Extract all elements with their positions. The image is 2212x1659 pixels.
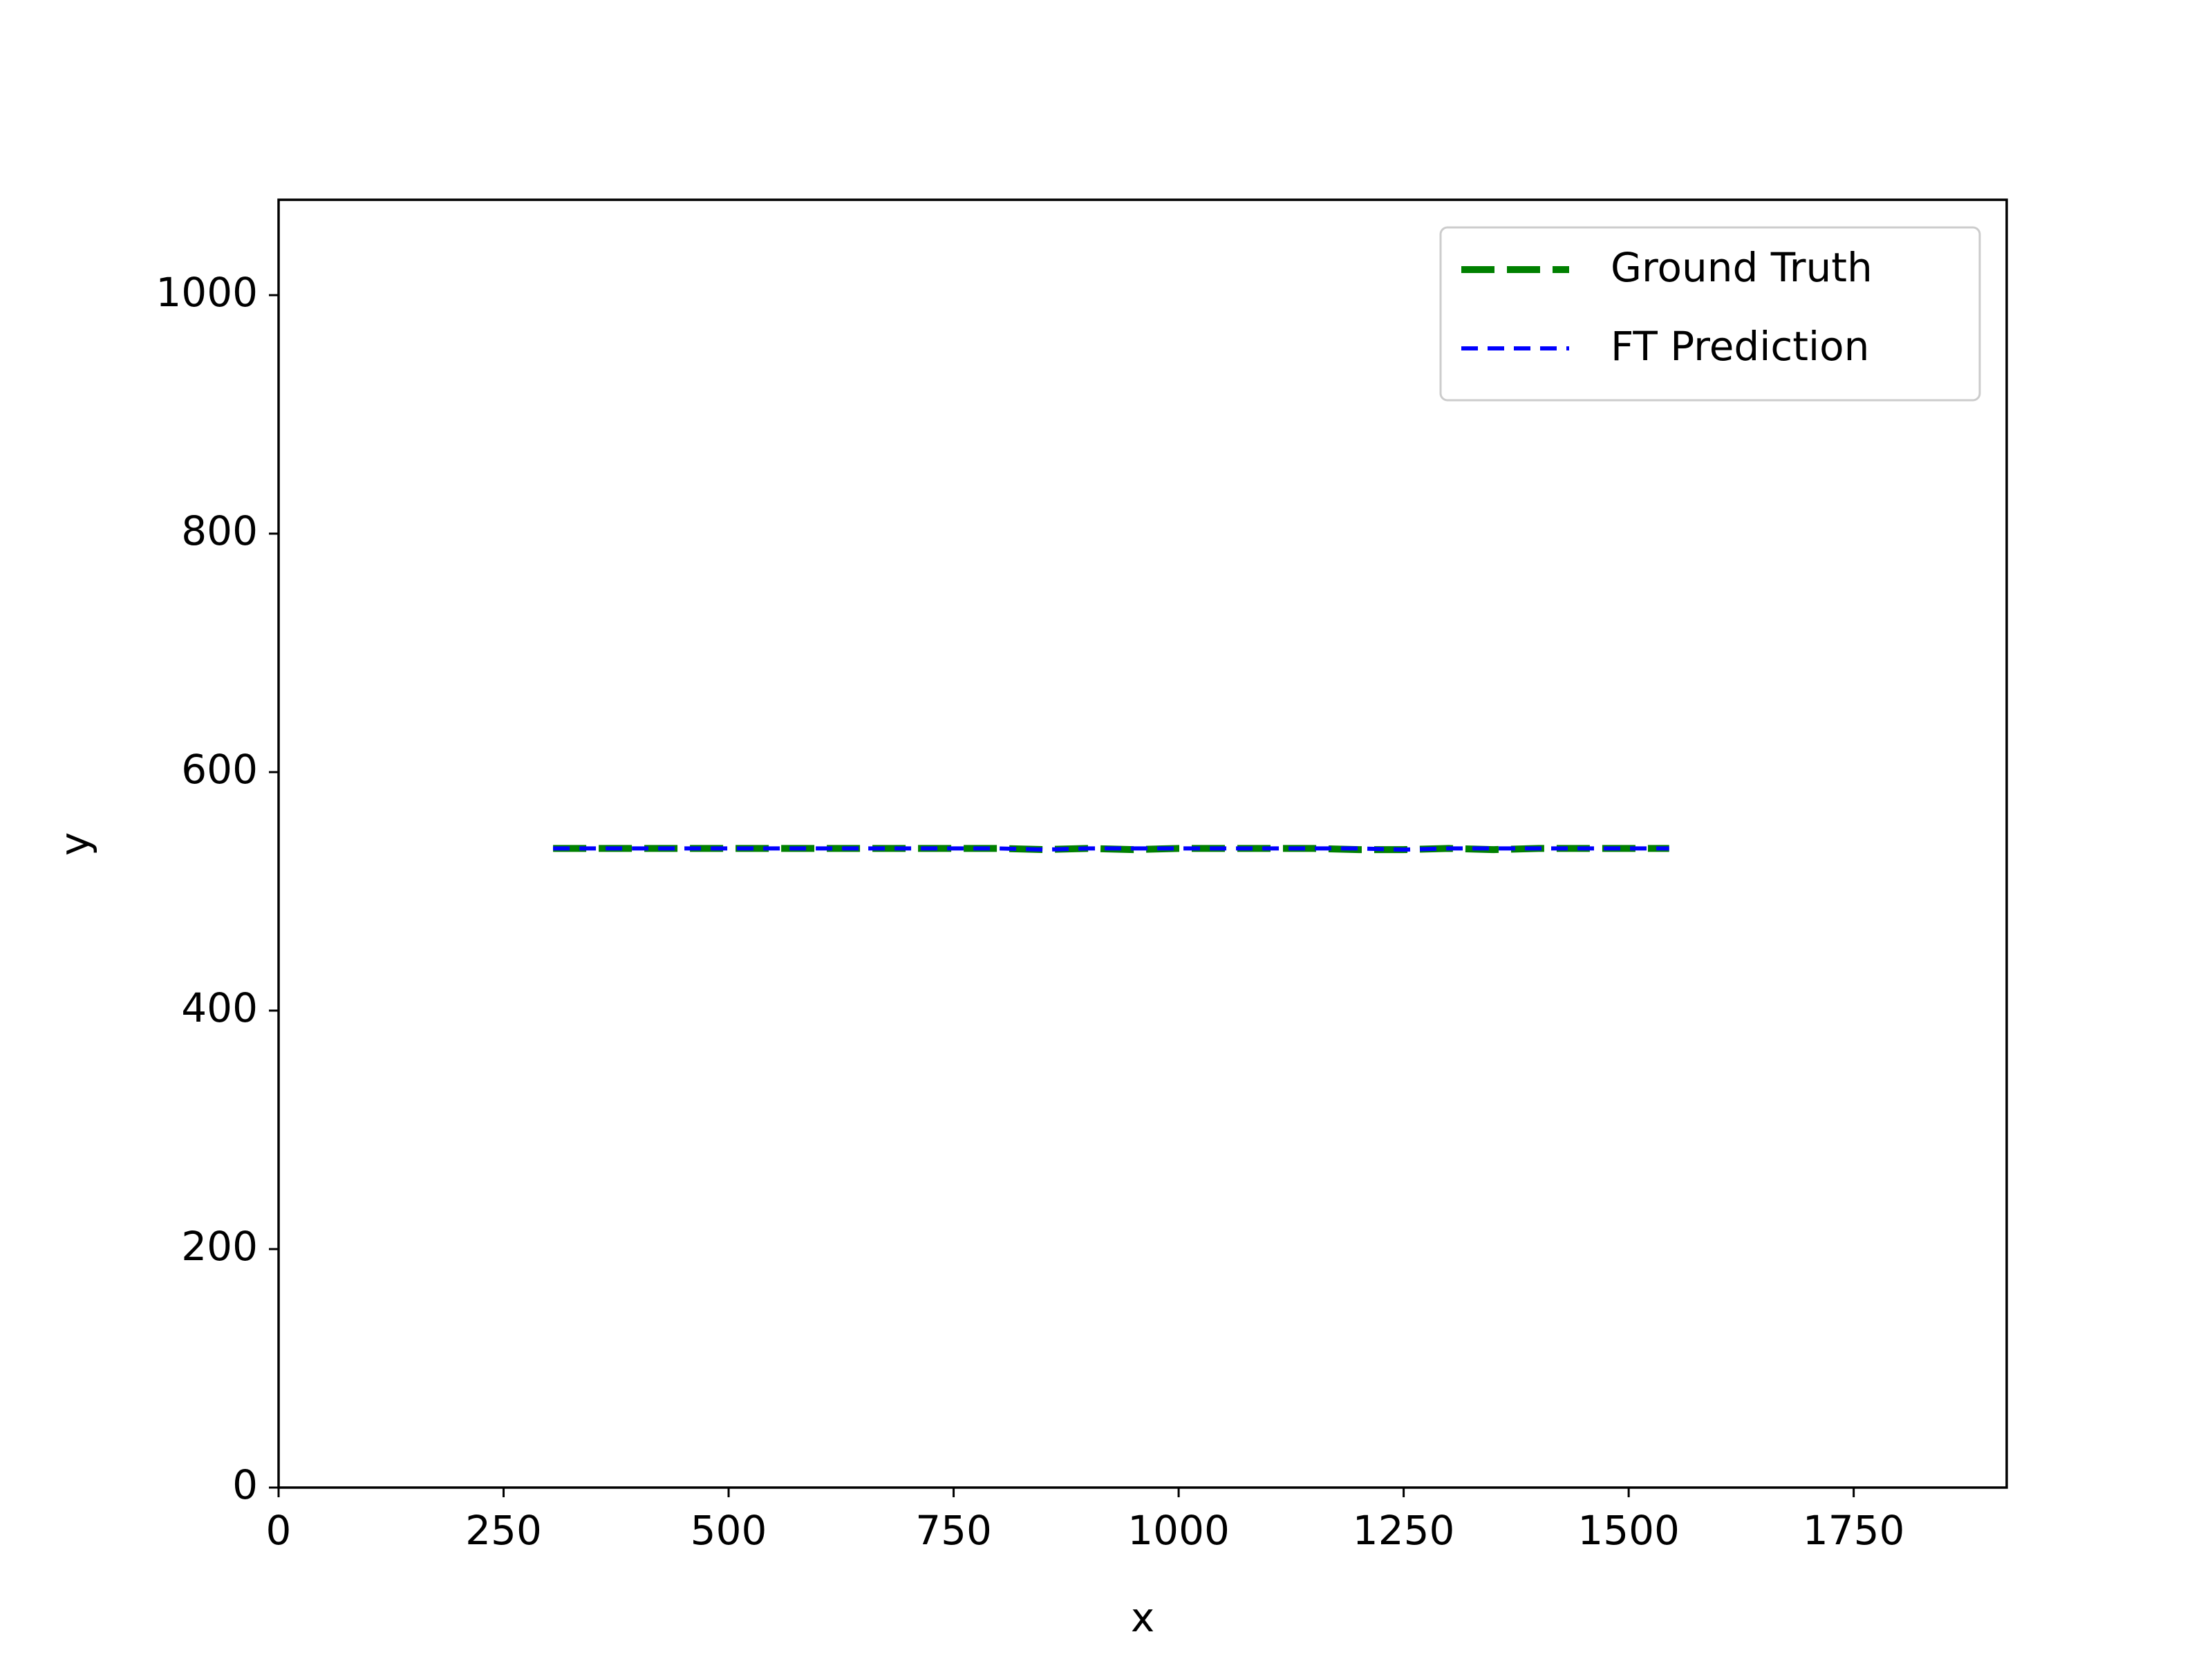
legend-ft-prediction-label: FT Prediction (1611, 323, 1869, 370)
x-axis-label: x (1131, 1594, 1154, 1641)
plot-area (279, 200, 2007, 1488)
x-tick-label: 1250 (1353, 1507, 1455, 1554)
y-tick-label: 1000 (156, 269, 258, 316)
x-axis: 0 250 500 750 1000 1250 1500 1750 (266, 1488, 1905, 1554)
y-axis: 0 200 400 600 800 1000 (156, 269, 279, 1508)
x-tick-label: 250 (465, 1507, 542, 1554)
x-tick-label: 1000 (1127, 1507, 1230, 1554)
legend-ground-truth-label: Ground Truth (1611, 244, 1873, 291)
y-tick-label: 0 (232, 1461, 258, 1508)
y-tick-label: 600 (181, 746, 258, 793)
series-layer (553, 845, 1669, 854)
x-tick-label: 1500 (1577, 1507, 1680, 1554)
x-tick-label: 750 (915, 1507, 992, 1554)
x-tick-label: 0 (266, 1507, 292, 1554)
series-line-ft-prediction (553, 846, 1669, 852)
y-tick-label: 400 (181, 984, 258, 1031)
y-tick-label: 800 (181, 507, 258, 554)
y-tick-label: 200 (181, 1223, 258, 1270)
x-tick-label: 500 (691, 1507, 767, 1554)
y-axis-label: y (51, 832, 98, 856)
plot-frame (277, 198, 2008, 1489)
x-tick-label: 1750 (1803, 1507, 1905, 1554)
legend: Ground Truth FT Prediction (1439, 226, 1981, 402)
legend-frame (1439, 226, 1981, 402)
